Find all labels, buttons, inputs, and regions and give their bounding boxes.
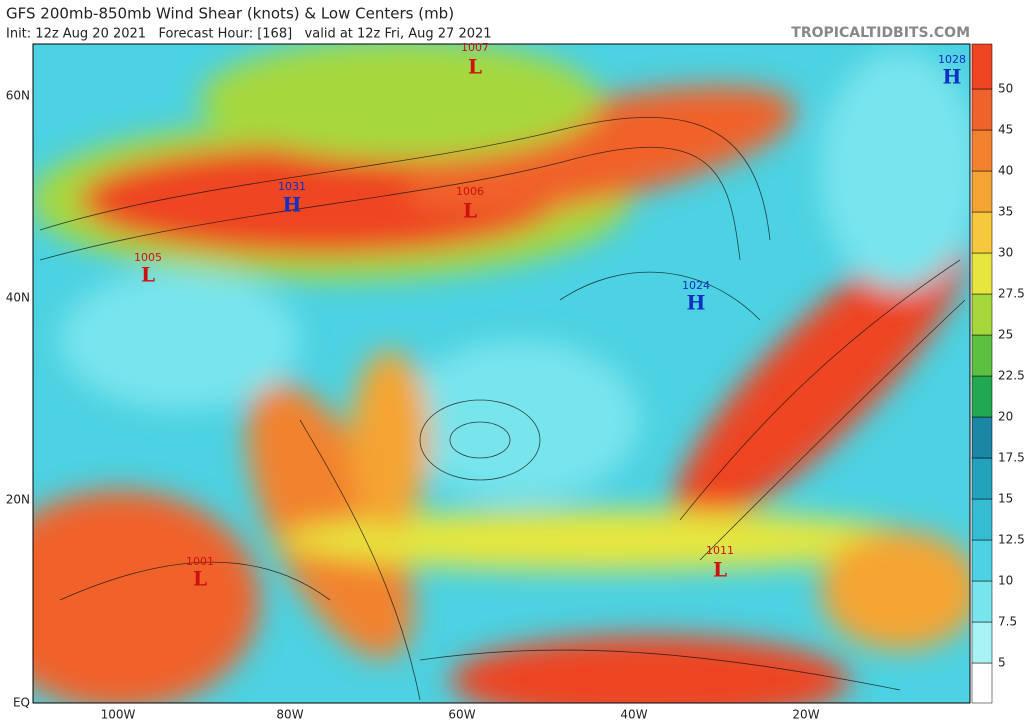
colorbar-segment (971, 621, 993, 664)
colorbar-segment (971, 457, 993, 500)
lat-label: 20N (6, 493, 30, 507)
colorbar-label: 35 (998, 205, 1013, 219)
map (33, 44, 970, 703)
colorbar-segment (971, 498, 993, 541)
colorbar-label: 12.5 (998, 533, 1024, 547)
map-frame (32, 43, 971, 704)
colorbar-label: 40 (998, 164, 1013, 178)
center-pressure: 1031 (278, 180, 306, 193)
center-pressure: 1006 (456, 185, 484, 198)
lon-label: 100W (101, 708, 136, 722)
colorbar-segment (971, 129, 993, 172)
colorbar-label: 22.5 (998, 369, 1024, 383)
lon-label: 20W (792, 708, 819, 722)
center-kind: H (283, 193, 302, 217)
colorbar-segment (971, 43, 993, 90)
lat-label: 60N (6, 89, 30, 103)
center-pressure: 1011 (706, 544, 734, 557)
subtitle: Init: 12z Aug 20 2021 Forecast Hour: [16… (6, 27, 492, 42)
center-kind: H (687, 291, 706, 315)
center-kind: L (463, 199, 477, 223)
lat-label: EQ (13, 696, 30, 710)
center-pressure: 1001 (186, 555, 214, 568)
colorbar-segment (971, 375, 993, 418)
colorbar-label: 5 (998, 656, 1006, 670)
site-label: TROPICALTIDBITS.COM (791, 25, 970, 41)
center-kind: L (141, 263, 155, 287)
colorbar-label: 30 (998, 246, 1013, 260)
colorbar-label: 15 (998, 492, 1013, 506)
colorbar-segment (971, 293, 993, 336)
colorbar-segment (971, 580, 993, 623)
lon-label: 80W (276, 708, 303, 722)
colorbar-label: 20 (998, 410, 1013, 424)
center-kind: L (713, 558, 727, 582)
colorbar-label: 17.5 (998, 451, 1024, 465)
center-kind: L (193, 567, 207, 591)
colorbar-segment (971, 334, 993, 377)
colorbar-label: 10 (998, 574, 1013, 588)
colorbar-label: 7.5 (998, 615, 1017, 629)
colorbar-label: 50 (998, 82, 1013, 96)
center-kind: L (468, 55, 482, 79)
colorbar-label: 25 (998, 328, 1013, 342)
center-pressure: 1024 (682, 279, 710, 292)
colorbar-segment (971, 662, 993, 704)
center-pressure: 1005 (134, 251, 162, 264)
lat-label: 40N (6, 291, 30, 305)
center-pressure: 1007 (461, 41, 489, 54)
colorbar-segment (971, 539, 993, 582)
colorbar-segment (971, 88, 993, 131)
colorbar-label: 45 (998, 123, 1013, 137)
colorbar-segment (971, 252, 993, 295)
colorbar-segment (971, 170, 993, 213)
lon-label: 60W (448, 708, 475, 722)
title: GFS 200mb-850mb Wind Shear (knots) & Low… (6, 5, 454, 23)
center-kind: H (943, 65, 962, 89)
colorbar-segment (971, 211, 993, 254)
lon-label: 40W (620, 708, 647, 722)
colorbar-label: 27.5 (998, 287, 1024, 301)
colorbar-segment (971, 416, 993, 459)
center-pressure: 1028 (938, 53, 966, 66)
